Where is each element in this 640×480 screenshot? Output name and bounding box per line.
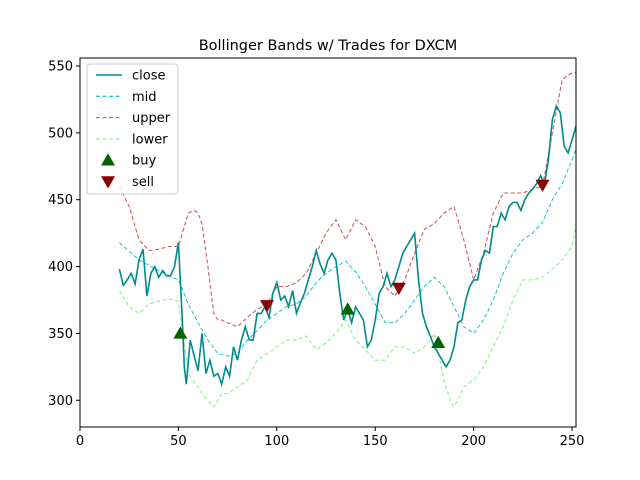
legend-swatch-buy xyxy=(101,153,115,166)
sell-marker xyxy=(391,282,406,295)
x-tick-label: 0 xyxy=(76,434,84,449)
x-tick-label: 200 xyxy=(461,434,486,449)
x-tick-label: 150 xyxy=(363,434,388,449)
sell-marker xyxy=(535,179,550,193)
plot-frame xyxy=(79,57,577,428)
series-line-upper xyxy=(118,72,576,328)
y-tick-label: 450 xyxy=(48,193,73,208)
chart-title: Bollinger Bands w/ Trades for DXCM xyxy=(199,38,458,54)
legend-label-mid: mid xyxy=(132,90,157,105)
legend-label-lower: lower xyxy=(132,132,168,147)
legend: close mid upper lower buy sell xyxy=(86,63,179,195)
x-tick-label: 100 xyxy=(264,434,289,449)
legend-label-sell: sell xyxy=(132,175,154,190)
series-line-mid xyxy=(119,148,576,357)
series-line-lower xyxy=(118,223,576,408)
y-tick-label: 500 xyxy=(48,126,73,141)
sell-marker xyxy=(259,300,274,313)
buy-marker xyxy=(173,326,188,339)
buy-marker xyxy=(431,335,446,349)
x-tick-label: 250 xyxy=(560,434,585,449)
legend-swatch-sell xyxy=(101,176,115,189)
y-tick-label: 300 xyxy=(48,394,73,409)
y-tick-label: 400 xyxy=(48,260,73,275)
legend-label-upper: upper xyxy=(132,111,171,126)
y-tick-label: 550 xyxy=(48,60,73,75)
x-tick-label: 50 xyxy=(170,434,187,449)
legend-label-buy: buy xyxy=(132,154,156,169)
buy-marker xyxy=(340,302,355,315)
legend-label-close: close xyxy=(132,69,165,84)
y-tick-label: 350 xyxy=(48,327,73,342)
series-line-close xyxy=(118,104,576,388)
